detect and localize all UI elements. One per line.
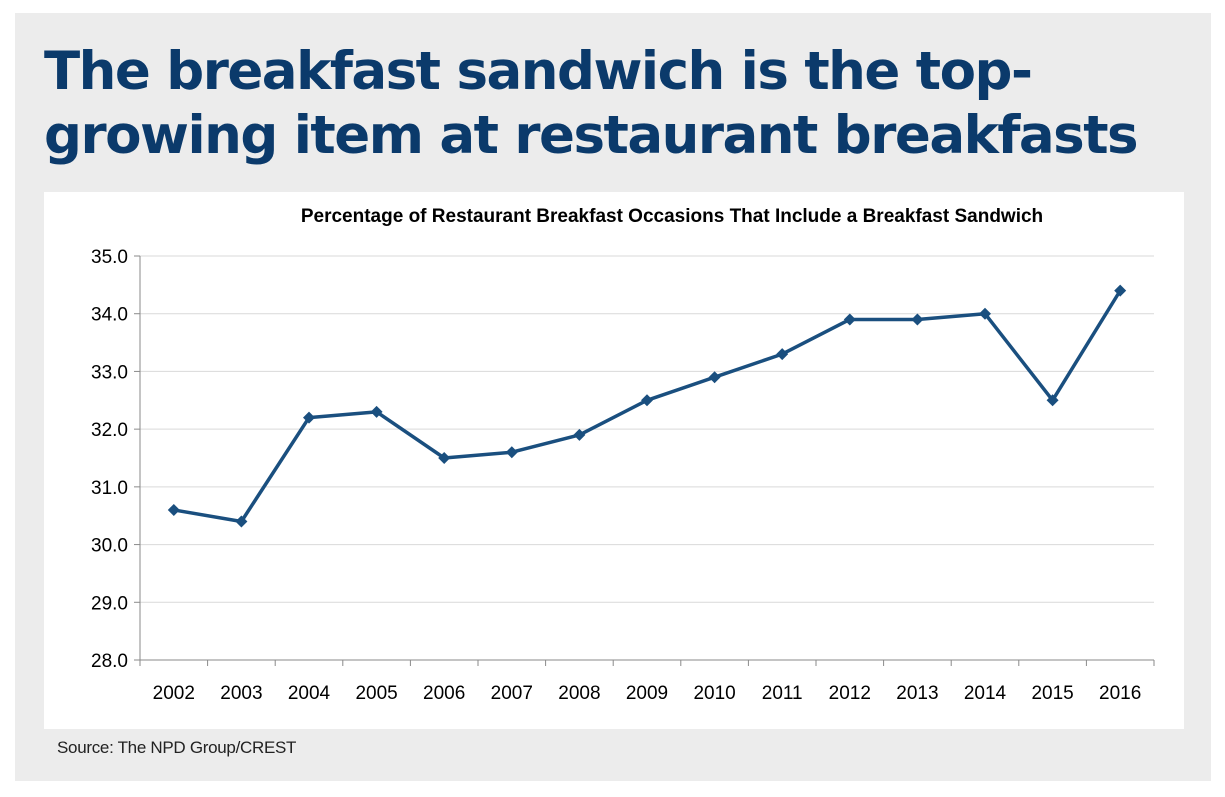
data-point — [911, 313, 924, 326]
data-point — [641, 394, 653, 407]
data-point — [1114, 284, 1127, 297]
y-tick-label: 30.0 — [91, 536, 128, 557]
data-point — [303, 411, 315, 424]
data-point — [708, 371, 721, 384]
data-point — [573, 428, 586, 441]
data-point — [167, 503, 180, 516]
x-tick-label: 2008 — [558, 683, 600, 704]
gridlines — [140, 255, 1154, 603]
y-tick-label: 28.0 — [91, 651, 128, 672]
series — [167, 284, 1127, 528]
x-tick-label: 2007 — [491, 683, 533, 704]
x-tick-label: 2004 — [288, 683, 331, 704]
chart-title: Percentage of Restaurant Breakfast Occas… — [301, 206, 1043, 227]
y-tick-label: 34.0 — [91, 305, 128, 326]
x-tick-label: 2009 — [626, 683, 668, 704]
x-tick-label: 2002 — [153, 683, 195, 704]
x-tick-label: 2014 — [964, 683, 1007, 704]
y-tick-label: 32.0 — [91, 420, 128, 441]
x-tick-label: 2003 — [220, 683, 262, 704]
x-tick-label: 2013 — [896, 683, 938, 704]
data-point — [505, 446, 518, 459]
x-tick-label: 2016 — [1099, 683, 1141, 704]
y-tick-label: 35.0 — [91, 247, 128, 268]
data-point — [438, 452, 451, 464]
tick-labels: 28.0 29.0 30.0 31.0 32.0 33.0 34.0 35.0 2002 2003… — [91, 247, 1141, 704]
y-tick-label: 31.0 — [91, 478, 128, 499]
data-point — [370, 405, 383, 418]
data-point — [843, 313, 856, 326]
line-chart: Percentage of Restaurant Breakfast Occas… — [91, 206, 1155, 704]
data-point — [1046, 394, 1059, 407]
headline: The breakfast sandwich is the top-growin… — [44, 41, 1139, 166]
data-point — [979, 307, 991, 320]
source-note: Source: The NPD Group/CREST — [57, 738, 297, 757]
x-tick-label: 2005 — [355, 683, 397, 704]
x-tick-label: 2012 — [829, 683, 871, 704]
x-tick-label: 2011 — [762, 683, 803, 704]
data-point — [776, 348, 789, 361]
x-tick-label: 2006 — [423, 683, 465, 704]
y-tick-label: 29.0 — [91, 593, 128, 614]
axes — [134, 255, 1155, 666]
chart-panel: Percentage of Restaurant Breakfast Occas… — [44, 192, 1184, 729]
data-point — [235, 515, 248, 528]
x-tick-label: 2015 — [1031, 683, 1073, 704]
y-tick-label: 33.0 — [91, 362, 128, 383]
x-tick-label: 2010 — [693, 683, 735, 704]
